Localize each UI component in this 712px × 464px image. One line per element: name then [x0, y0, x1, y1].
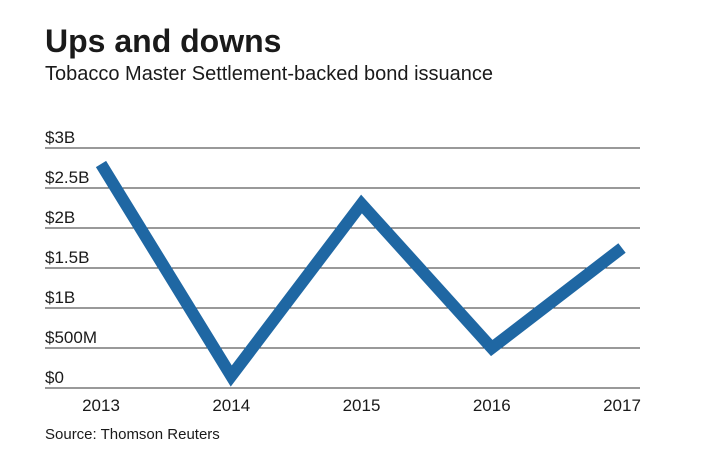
y-tick-label: $500M — [45, 328, 97, 347]
y-tick-label: $1B — [45, 288, 75, 307]
y-tick-label: $2.5B — [45, 168, 89, 187]
x-tick-label: 2013 — [82, 396, 120, 415]
data-line — [95, 160, 626, 387]
y-tick-label: $3B — [45, 128, 75, 147]
y-tick-label: $0 — [45, 368, 64, 387]
x-tick-label: 2015 — [343, 396, 381, 415]
source: Source: Thomson Reuters — [45, 426, 220, 443]
x-tick-label: 2017 — [603, 396, 641, 415]
y-tick-label: $2B — [45, 208, 75, 227]
chart-subtitle: Tobacco Master Settlement-backed bond is… — [45, 63, 493, 85]
y-tick-label: $1.5B — [45, 248, 89, 267]
chart-title: Ups and downs — [45, 23, 281, 59]
x-tick-label: 2016 — [473, 396, 511, 415]
x-tick-label: 2014 — [212, 396, 250, 415]
